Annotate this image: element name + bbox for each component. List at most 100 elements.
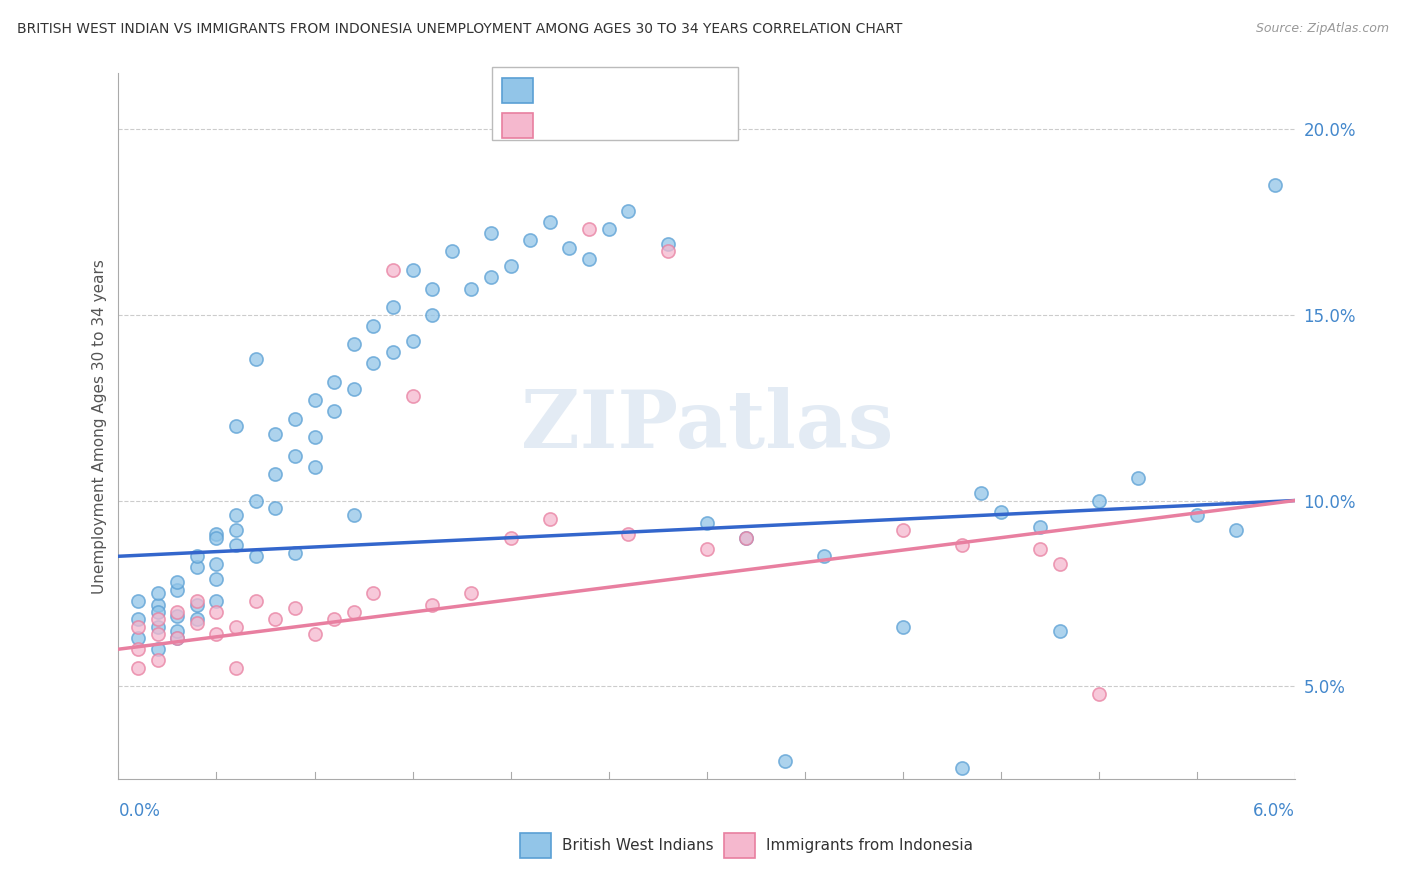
Point: [127, 620, 149, 634]
Point: [284, 411, 307, 425]
Point: [598, 222, 620, 236]
Point: [284, 449, 307, 463]
Point: [304, 627, 326, 641]
Point: [657, 237, 679, 252]
Point: [225, 620, 247, 634]
Point: [264, 612, 287, 626]
Point: [1049, 624, 1071, 638]
Point: [146, 598, 169, 612]
Point: [186, 616, 208, 631]
Point: [813, 549, 835, 564]
Point: [363, 318, 385, 333]
Point: [146, 586, 169, 600]
Point: [578, 252, 600, 266]
Point: [538, 512, 561, 526]
Point: [304, 430, 326, 444]
Point: [970, 486, 993, 500]
Text: 0.254: 0.254: [583, 113, 636, 131]
Y-axis label: Unemployment Among Ages 30 to 34 years: Unemployment Among Ages 30 to 34 years: [93, 259, 107, 593]
Point: [519, 233, 541, 247]
Point: [420, 598, 443, 612]
Point: [479, 270, 502, 285]
Point: [1029, 519, 1052, 533]
Point: [264, 467, 287, 482]
Point: [166, 582, 188, 597]
Text: 37: 37: [675, 113, 699, 131]
Point: [401, 334, 423, 348]
Point: [205, 527, 228, 541]
Point: [1264, 178, 1286, 192]
Point: [146, 620, 169, 634]
Point: [245, 352, 267, 367]
Text: British West Indians: British West Indians: [562, 838, 714, 853]
Point: [343, 508, 366, 523]
Point: [127, 594, 149, 608]
Point: [186, 560, 208, 574]
Point: [146, 653, 169, 667]
Point: [735, 531, 758, 545]
Point: [186, 612, 208, 626]
Text: BRITISH WEST INDIAN VS IMMIGRANTS FROM INDONESIA UNEMPLOYMENT AMONG AGES 30 TO 3: BRITISH WEST INDIAN VS IMMIGRANTS FROM I…: [17, 22, 903, 37]
Point: [284, 545, 307, 559]
Point: [617, 527, 640, 541]
Point: [401, 389, 423, 403]
Text: R =: R =: [544, 78, 581, 95]
Point: [578, 222, 600, 236]
Point: [401, 263, 423, 277]
Point: [696, 516, 718, 530]
Text: R =: R =: [544, 113, 581, 131]
Point: [479, 226, 502, 240]
Point: [166, 631, 188, 645]
Point: [225, 661, 247, 675]
Point: [1049, 557, 1071, 571]
Point: [773, 754, 796, 768]
Point: [225, 419, 247, 434]
Point: [245, 549, 267, 564]
Point: [146, 642, 169, 657]
Point: [990, 505, 1012, 519]
Point: [323, 612, 346, 626]
Point: [127, 612, 149, 626]
Point: [617, 203, 640, 218]
Point: [166, 608, 188, 623]
Point: [558, 241, 581, 255]
Text: 6.0%: 6.0%: [1253, 802, 1295, 820]
Point: [657, 244, 679, 259]
Point: [225, 508, 247, 523]
Point: [205, 572, 228, 586]
Text: 0.131: 0.131: [583, 78, 636, 95]
Text: ZIPatlas: ZIPatlas: [520, 387, 893, 465]
Point: [538, 215, 561, 229]
Point: [343, 605, 366, 619]
Point: [323, 404, 346, 418]
Point: [460, 282, 482, 296]
Point: [127, 661, 149, 675]
Point: [343, 337, 366, 351]
Text: Source: ZipAtlas.com: Source: ZipAtlas.com: [1256, 22, 1389, 36]
Point: [245, 594, 267, 608]
Point: [696, 541, 718, 556]
Point: [1126, 471, 1149, 485]
Point: [284, 601, 307, 615]
Point: [343, 382, 366, 396]
Point: [264, 500, 287, 515]
Point: [499, 531, 522, 545]
Text: N =: N =: [636, 113, 672, 131]
Point: [166, 631, 188, 645]
Point: [166, 575, 188, 590]
Point: [186, 598, 208, 612]
Text: 78: 78: [675, 78, 697, 95]
Point: [1088, 493, 1111, 508]
Point: [1185, 508, 1208, 523]
Point: [205, 594, 228, 608]
Point: [363, 586, 385, 600]
Point: [186, 594, 208, 608]
Point: [381, 344, 404, 359]
Text: 0.0%: 0.0%: [118, 802, 160, 820]
Point: [1088, 687, 1111, 701]
Point: [381, 263, 404, 277]
Point: [146, 627, 169, 641]
Point: [1029, 541, 1052, 556]
Point: [735, 531, 758, 545]
Point: [363, 356, 385, 370]
